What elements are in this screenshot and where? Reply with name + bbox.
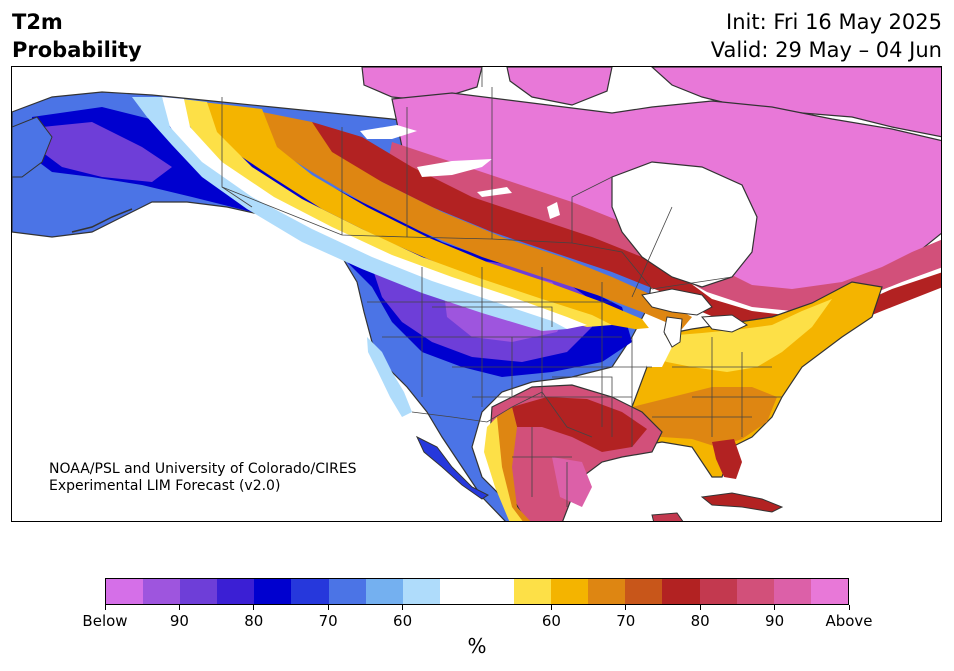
colorbar-tick-label: 60	[541, 612, 561, 630]
colorbar-unit: %	[467, 634, 487, 658]
colorbar-swatch	[736, 579, 774, 604]
map-svg	[12, 67, 941, 521]
east-white	[637, 327, 672, 367]
credit-line-1: NOAA/PSL and University of Colorado/CIRE…	[49, 461, 357, 477]
alaska-west	[12, 116, 53, 178]
forecast-dates: Init: Fri 16 May 2025 Valid: 29 May – 04…	[711, 8, 942, 64]
colorbar-swatch	[588, 579, 626, 604]
canada-rose	[387, 142, 941, 312]
colorbar-swatch	[143, 579, 181, 604]
colorbar-swatch	[625, 579, 663, 604]
colorbar-tickmark	[104, 605, 106, 610]
colorbar-tickmark	[327, 605, 329, 610]
colorbar-tick-label: 70	[616, 612, 636, 630]
colorbar-swatch	[551, 579, 589, 604]
us-states	[367, 267, 782, 447]
forecast-credit: NOAA/PSL and University of Colorado/CIRE…	[49, 461, 357, 495]
valid-date: Valid: 29 May – 04 Jun	[710, 38, 942, 62]
lake-winnipeg	[547, 202, 560, 219]
colorbar-swatch	[773, 579, 811, 604]
colorbar-tickmark	[550, 605, 552, 610]
colorbar-tick-label: 80	[690, 612, 710, 630]
colorbar-tick-label: 90	[765, 612, 785, 630]
cuba	[700, 492, 784, 513]
alaska-border	[221, 97, 253, 208]
political-borders	[221, 67, 782, 507]
title-line-1: T2m	[12, 10, 63, 34]
colorbar-swatch	[106, 579, 144, 604]
california-pale	[367, 337, 412, 417]
colorbar-tick-label: 80	[244, 612, 264, 630]
colorbar-swatch	[439, 579, 477, 604]
colorbar-swatch	[662, 579, 700, 604]
colorbar-swatch	[328, 579, 366, 604]
eastern-us-yellow	[652, 299, 832, 372]
aleutians	[71, 208, 133, 233]
colorbar-tickmark	[774, 605, 776, 610]
colorbar-swatch	[699, 579, 737, 604]
credit-line-2: Experimental LIM Forecast (v2.0)	[49, 478, 281, 494]
colorbar-swatch	[291, 579, 329, 604]
hispaniola	[651, 512, 684, 521]
lake-athabasca	[477, 187, 512, 197]
colorbar-tick-label: Below	[82, 612, 128, 630]
canada-gold	[202, 102, 652, 332]
init-date: Init: Fri 16 May 2025	[726, 10, 942, 34]
great-slave-lake	[417, 159, 492, 177]
colorbar-swatch	[402, 579, 440, 604]
title-line-2: Probability	[12, 38, 142, 62]
mexico-states	[512, 427, 572, 507]
colorbar-swatch	[254, 579, 292, 604]
probability-colorbar	[105, 578, 849, 605]
great-lakes	[641, 288, 749, 348]
baja-blue	[415, 435, 489, 500]
us-mexico-border	[411, 391, 593, 438]
colorbar-tick-label: 70	[318, 612, 338, 630]
colorbar-swatch	[514, 579, 552, 604]
colorbar-tickmark	[848, 605, 850, 610]
colorbar-tickmark	[178, 605, 180, 610]
southwest-red	[512, 397, 647, 452]
colorbar-swatch	[476, 579, 515, 604]
florida-red	[712, 439, 742, 479]
colorbar-tick-label: 60	[393, 612, 413, 630]
colorbar-tickmark	[253, 605, 255, 610]
canada-provinces	[341, 67, 733, 298]
colorbar-tickmark	[625, 605, 627, 610]
colorbar-swatch	[217, 579, 255, 604]
colorbar-tick-label: Above	[825, 612, 873, 630]
canada-orange	[262, 112, 692, 329]
colorbar-swatch	[810, 579, 848, 604]
colorbar-swatch	[365, 579, 403, 604]
colorbar-swatch	[180, 579, 218, 604]
mexico-rose	[552, 457, 592, 507]
colorbar-tickmark	[699, 605, 701, 610]
colorbar-tickmark	[402, 605, 404, 610]
southwest-yellow	[484, 417, 523, 521]
probability-map	[11, 66, 942, 522]
great-bear-lake	[360, 125, 417, 139]
colorbar-tick-label: 90	[169, 612, 189, 630]
water-bodies	[360, 125, 758, 348]
map-title: T2m Probability	[12, 8, 142, 64]
